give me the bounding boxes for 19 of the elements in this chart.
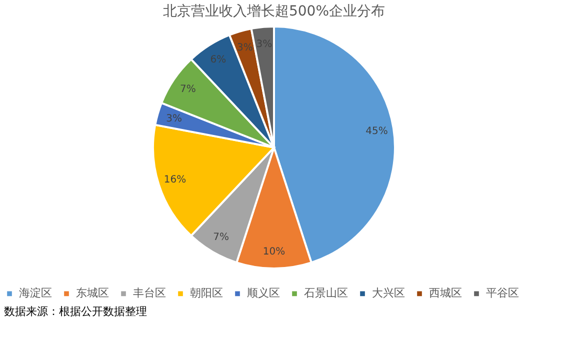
chart-title: 北京营业收入增长超500%企业分布 — [162, 4, 386, 20]
data-label: 3% — [237, 42, 253, 54]
legend-label: 丰台区 — [133, 286, 166, 300]
legend-label: 石景山区 — [304, 286, 348, 300]
legend-label: 顺义区 — [247, 286, 280, 300]
legend-label: 朝阳区 — [190, 286, 223, 300]
data-label: 3% — [166, 113, 182, 124]
data-label: 7% — [180, 84, 196, 96]
data-label: 10% — [262, 246, 286, 258]
data-label: 6% — [210, 54, 226, 66]
data-label: 7% — [213, 232, 229, 244]
legend-label: 平谷区 — [486, 286, 519, 300]
legend-label: 西城区 — [429, 286, 462, 300]
source-note: 数据来源：根据公开数据整理 — [4, 305, 147, 318]
legend-label: 东城区 — [76, 286, 109, 300]
data-label: 16% — [164, 174, 186, 186]
legend-label: 大兴区 — [372, 286, 405, 300]
legend-label: 海淀区 — [19, 286, 52, 300]
data-label: 45% — [366, 126, 388, 138]
